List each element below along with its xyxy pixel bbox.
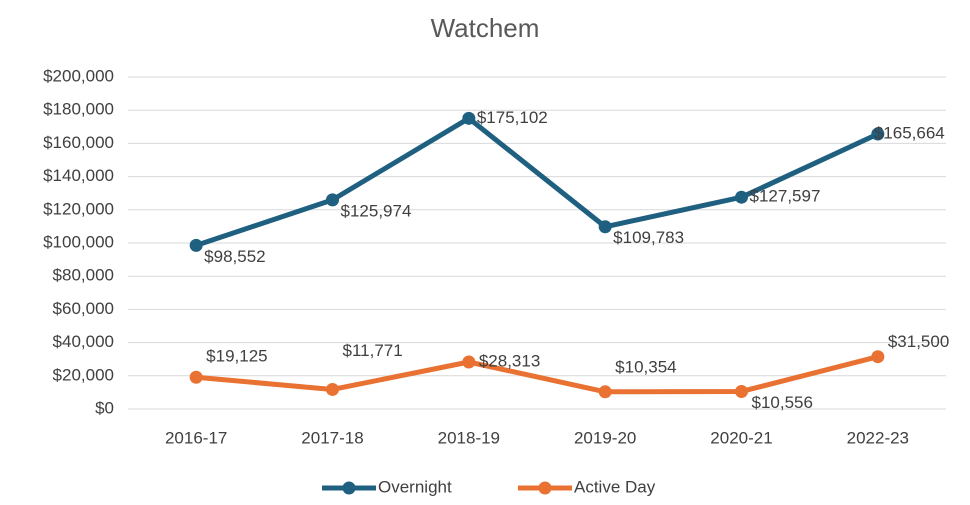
- x-tick-label: 2016-17: [165, 428, 227, 447]
- data-label: $165,664: [874, 123, 945, 142]
- y-tick-label: $180,000: [43, 100, 114, 119]
- data-point: [189, 370, 203, 384]
- y-tick-label: $160,000: [43, 133, 114, 152]
- data-point: [871, 350, 885, 364]
- data-label: $10,556: [752, 393, 813, 412]
- data-label: $10,354: [615, 357, 676, 376]
- data-point: [326, 382, 339, 396]
- data-point: [871, 127, 885, 141]
- data-label: $11,771: [343, 341, 403, 360]
- legend-marker: [342, 481, 356, 495]
- data-point: [735, 384, 748, 398]
- data-point: [462, 355, 476, 369]
- data-label: $125,974: [341, 201, 412, 220]
- x-tick-label: 2022-23: [847, 428, 909, 447]
- y-tick-label: $200,000: [43, 66, 114, 85]
- legend-label: Overnight: [378, 477, 452, 496]
- data-point: [735, 190, 748, 204]
- y-tick-label: $80,000: [53, 266, 114, 285]
- y-tick-label: $60,000: [53, 299, 114, 318]
- data-label: $19,125: [206, 347, 267, 366]
- data-label: $109,783: [613, 228, 684, 247]
- y-tick-label: $100,000: [43, 232, 114, 251]
- data-point: [462, 111, 476, 125]
- y-tick-label: $0: [95, 398, 114, 417]
- y-tick-label: $120,000: [43, 199, 114, 218]
- y-tick-label: $20,000: [53, 365, 114, 384]
- x-tick-label: 2019-20: [574, 428, 636, 447]
- series-line: [195, 115, 879, 248]
- x-tick-label: 2018-19: [438, 428, 500, 447]
- series-line: [195, 354, 879, 395]
- y-tick-label: $40,000: [53, 332, 114, 351]
- chart-title: Watchem: [431, 13, 540, 43]
- data-point: [598, 220, 612, 234]
- data-label: $28,313: [479, 351, 540, 370]
- data-label: $98,552: [204, 247, 265, 266]
- data-label: $175,102: [477, 108, 548, 127]
- y-tick-label: $140,000: [43, 166, 114, 185]
- legend-label: Active Day: [574, 477, 656, 496]
- data-label: $127,597: [750, 187, 821, 206]
- data-point: [598, 385, 612, 399]
- x-tick-label: 2020-21: [710, 428, 772, 447]
- legend-marker: [538, 481, 552, 495]
- data-point: [326, 193, 339, 207]
- x-tick-label: 2017-18: [301, 428, 363, 447]
- data-point: [189, 238, 203, 252]
- data-label: $31,500: [888, 332, 949, 351]
